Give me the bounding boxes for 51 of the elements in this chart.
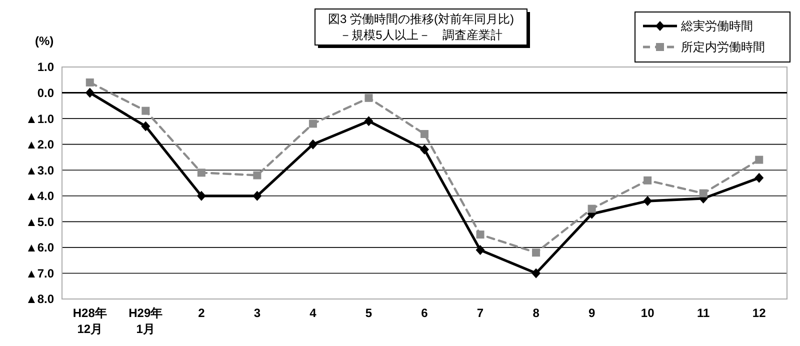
point bbox=[420, 130, 428, 138]
point bbox=[308, 120, 317, 128]
x-tick-label: 10 bbox=[640, 306, 655, 320]
y-tick-label: ▲7.0 bbox=[25, 266, 54, 280]
point bbox=[699, 189, 708, 198]
x-tick-label: H28年 12月 bbox=[72, 306, 107, 336]
y-tick-label: ▲5.0 bbox=[25, 214, 54, 229]
x-tick-label: 2 bbox=[198, 306, 206, 320]
point bbox=[643, 196, 652, 206]
point bbox=[85, 88, 94, 98]
y-tick-label: 0.0 bbox=[37, 86, 54, 100]
legend-label: 総実労働時間 bbox=[680, 19, 753, 34]
point bbox=[532, 248, 540, 257]
y-tick-label: ▲4.0 bbox=[25, 189, 54, 204]
y-tick-label: 1.0 bbox=[37, 60, 54, 74]
y-tick-label: ▲6.0 bbox=[25, 240, 54, 255]
point bbox=[588, 204, 596, 213]
y-axis-title: (%) bbox=[35, 34, 54, 48]
x-tick-label: 9 bbox=[588, 306, 596, 320]
x-tick-label: 6 bbox=[421, 306, 428, 320]
legend-label: 所定内労働時間 bbox=[681, 40, 765, 54]
y-tick-label: ▲1.0 bbox=[25, 112, 54, 126]
point bbox=[196, 190, 206, 201]
point bbox=[476, 230, 484, 239]
x-tick-label: H29年 1月 bbox=[128, 306, 163, 336]
point bbox=[86, 78, 94, 86]
point bbox=[197, 168, 206, 177]
x-tick-label: 3 bbox=[254, 306, 261, 320]
x-tick-label: 8 bbox=[532, 306, 540, 320]
point bbox=[476, 245, 485, 256]
y-tick-label: ▲8.0 bbox=[25, 292, 54, 306]
y-tick-label: ▲3.0 bbox=[25, 163, 54, 178]
x-tick-label: 4 bbox=[310, 306, 317, 320]
x-tick-label: 7 bbox=[476, 306, 484, 320]
point bbox=[364, 116, 374, 126]
chart-title: 図3 労働時間の推移(対前年同月比) －規模5人以上－ 調査産業計 bbox=[328, 12, 514, 42]
point bbox=[308, 139, 318, 150]
point bbox=[755, 156, 764, 164]
point bbox=[364, 94, 373, 102]
point bbox=[253, 171, 262, 180]
point bbox=[420, 144, 429, 154]
point bbox=[754, 172, 764, 183]
point bbox=[644, 176, 652, 184]
x-tick-label: 5 bbox=[365, 306, 372, 320]
y-tick-label: ▲2.0 bbox=[25, 138, 54, 152]
point bbox=[142, 106, 150, 115]
point bbox=[141, 121, 150, 132]
point bbox=[252, 190, 262, 201]
point bbox=[532, 268, 541, 278]
x-tick-label: 12 bbox=[752, 306, 766, 320]
x-tick-label: 11 bbox=[697, 306, 710, 320]
